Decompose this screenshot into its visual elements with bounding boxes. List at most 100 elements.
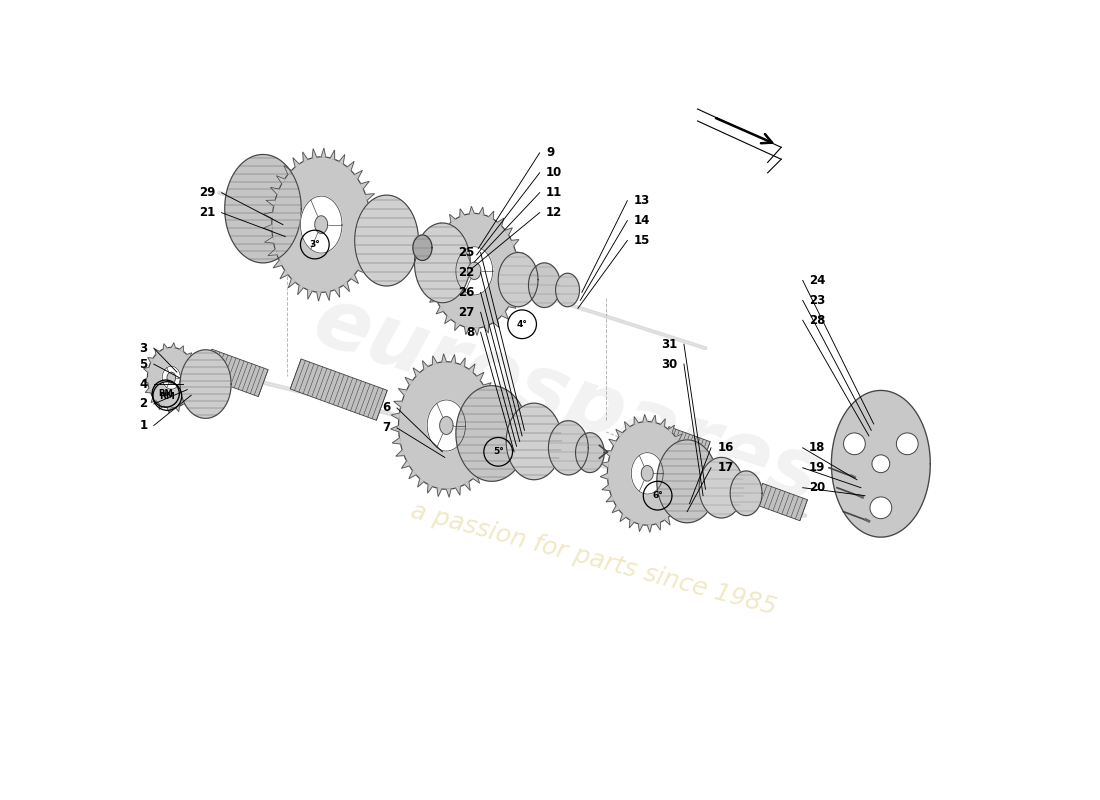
- Polygon shape: [426, 284, 433, 290]
- Polygon shape: [669, 426, 674, 433]
- Polygon shape: [455, 246, 493, 295]
- Polygon shape: [348, 162, 354, 170]
- Polygon shape: [317, 292, 321, 301]
- Text: 29: 29: [199, 186, 216, 199]
- Polygon shape: [631, 453, 663, 494]
- Polygon shape: [272, 157, 371, 292]
- Polygon shape: [280, 270, 288, 278]
- Polygon shape: [145, 388, 151, 393]
- Polygon shape: [488, 395, 497, 401]
- Polygon shape: [575, 433, 604, 473]
- Polygon shape: [497, 218, 504, 226]
- Polygon shape: [276, 176, 285, 184]
- Polygon shape: [363, 255, 372, 262]
- Polygon shape: [625, 422, 630, 430]
- Polygon shape: [661, 426, 711, 464]
- Text: a passion for parts since 1985: a passion for parts since 1985: [408, 499, 780, 620]
- Polygon shape: [184, 401, 188, 406]
- Polygon shape: [512, 240, 519, 246]
- Polygon shape: [454, 322, 460, 330]
- Polygon shape: [396, 450, 404, 456]
- Polygon shape: [189, 393, 195, 398]
- Polygon shape: [440, 417, 453, 434]
- Polygon shape: [638, 524, 642, 531]
- Polygon shape: [405, 378, 412, 385]
- Polygon shape: [447, 489, 451, 497]
- Polygon shape: [437, 488, 442, 497]
- Polygon shape: [506, 403, 562, 480]
- Polygon shape: [474, 328, 480, 335]
- Text: 11: 11: [546, 186, 562, 199]
- Polygon shape: [514, 290, 521, 296]
- Polygon shape: [273, 260, 282, 268]
- Polygon shape: [656, 522, 660, 530]
- Polygon shape: [451, 354, 455, 363]
- Polygon shape: [424, 271, 431, 278]
- Polygon shape: [473, 475, 480, 483]
- Polygon shape: [634, 417, 638, 425]
- Polygon shape: [326, 291, 330, 301]
- Polygon shape: [293, 158, 299, 167]
- Polygon shape: [469, 364, 475, 373]
- Polygon shape: [460, 358, 465, 366]
- Polygon shape: [370, 231, 378, 237]
- Polygon shape: [647, 525, 651, 532]
- Polygon shape: [477, 398, 527, 437]
- Polygon shape: [486, 455, 494, 462]
- Polygon shape: [390, 426, 399, 432]
- Text: 13: 13: [634, 194, 650, 207]
- Polygon shape: [339, 154, 344, 164]
- Polygon shape: [601, 462, 608, 467]
- Polygon shape: [494, 419, 502, 426]
- Polygon shape: [488, 211, 494, 219]
- Text: 17: 17: [717, 462, 734, 474]
- Polygon shape: [481, 466, 487, 474]
- Polygon shape: [393, 438, 400, 444]
- Polygon shape: [516, 252, 524, 258]
- Text: 16: 16: [717, 442, 734, 454]
- Polygon shape: [432, 234, 440, 240]
- Polygon shape: [167, 407, 172, 413]
- Polygon shape: [601, 474, 607, 479]
- Polygon shape: [642, 414, 647, 422]
- Polygon shape: [616, 430, 623, 437]
- Polygon shape: [187, 353, 191, 358]
- Polygon shape: [312, 149, 317, 158]
- Polygon shape: [192, 362, 197, 367]
- Polygon shape: [195, 373, 200, 378]
- Text: 12: 12: [546, 206, 562, 219]
- Polygon shape: [464, 327, 470, 334]
- Text: 18: 18: [810, 442, 825, 454]
- Polygon shape: [430, 296, 437, 302]
- Polygon shape: [480, 207, 484, 215]
- Circle shape: [870, 497, 892, 518]
- Polygon shape: [483, 382, 492, 390]
- Polygon shape: [620, 514, 626, 522]
- Polygon shape: [430, 214, 518, 328]
- Text: 3°: 3°: [309, 240, 320, 249]
- Polygon shape: [418, 478, 424, 487]
- Polygon shape: [700, 458, 744, 518]
- Polygon shape: [442, 354, 447, 362]
- Polygon shape: [343, 282, 350, 291]
- Text: 31: 31: [661, 338, 678, 350]
- Text: 21: 21: [199, 206, 216, 219]
- Polygon shape: [358, 266, 366, 274]
- Polygon shape: [147, 347, 195, 408]
- Polygon shape: [155, 349, 160, 354]
- Polygon shape: [470, 206, 474, 214]
- Polygon shape: [162, 366, 180, 389]
- Polygon shape: [528, 263, 560, 307]
- Polygon shape: [368, 206, 377, 212]
- Polygon shape: [263, 225, 272, 231]
- Text: 4°: 4°: [517, 320, 528, 329]
- Polygon shape: [686, 479, 694, 485]
- Polygon shape: [606, 496, 614, 502]
- Polygon shape: [422, 361, 428, 370]
- Polygon shape: [264, 237, 274, 243]
- Polygon shape: [354, 170, 362, 179]
- Text: 14: 14: [634, 214, 650, 227]
- Polygon shape: [660, 419, 666, 426]
- Text: 10: 10: [546, 166, 562, 179]
- Polygon shape: [440, 222, 447, 230]
